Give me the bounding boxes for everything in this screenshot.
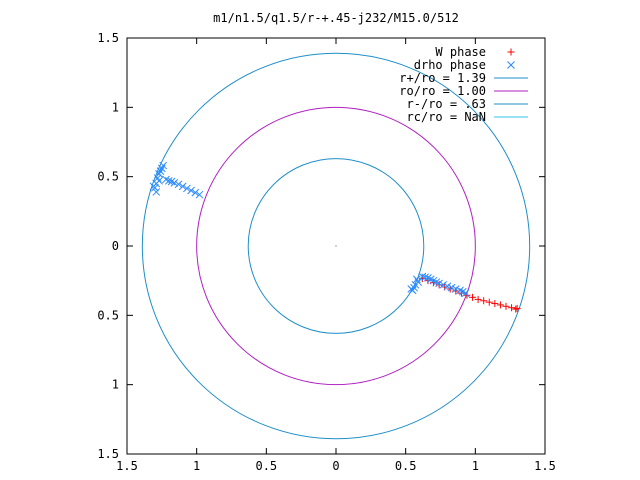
chart-title: m1/n1.5/q1.5/r-+.45-j232/M15.0/512 <box>213 11 459 25</box>
drho-phase-point <box>447 283 456 292</box>
w-phase-point <box>469 293 477 301</box>
drho-phase-point <box>412 275 421 284</box>
drho-phase-point <box>155 176 163 185</box>
drho-phase-point <box>451 285 460 293</box>
legend-marker <box>507 61 515 69</box>
drho-phase-point <box>421 273 430 282</box>
drho-phase-point <box>187 186 195 195</box>
x-tick-label: 0.5 <box>395 459 417 473</box>
legend-marker <box>507 48 515 56</box>
x-tick-label: 1.5 <box>534 459 556 473</box>
legend-label: r+/ro = 1.39 <box>399 71 486 85</box>
w-phase-point <box>485 298 493 306</box>
drho-phase-point <box>461 289 470 298</box>
drho-phase-point <box>178 182 187 191</box>
y-tick-label: 0.5 <box>97 308 119 322</box>
legend-label: drho phase <box>414 58 486 72</box>
w-phase-point <box>480 297 488 305</box>
radius-circle <box>141 52 531 440</box>
drho-phase-point <box>191 188 200 197</box>
drho-phase-point <box>152 188 161 196</box>
drho-phase-point <box>458 287 467 296</box>
legend-label: W phase <box>435 45 486 59</box>
x-tick-label: 0 <box>332 459 339 473</box>
drho-phase-point <box>407 285 416 293</box>
radius-circle <box>196 106 476 386</box>
ticks-layer: 1.5 1 0.5 0 0.5 1 1.51.510.500.511.5 <box>97 31 556 473</box>
y-tick-label: 0.5 <box>97 170 119 184</box>
drho-phase-point <box>183 184 191 193</box>
radius-circle <box>247 158 425 334</box>
w-phase-point <box>512 305 520 313</box>
y-tick-label: 1 <box>112 378 119 392</box>
w-phase-point <box>474 295 482 303</box>
points-layer <box>149 161 521 313</box>
legend-label: r-/ro = .63 <box>407 97 486 111</box>
drho-phase-point <box>162 175 170 184</box>
x-tick-label: 1 <box>193 459 200 473</box>
w-phase-point <box>513 304 521 312</box>
w-phase-point <box>502 302 510 310</box>
drho-phase-point <box>443 282 452 291</box>
y-tick-label: 1.5 <box>97 31 119 45</box>
x-tick-label: 1 <box>472 459 479 473</box>
drho-phase-point <box>435 279 443 288</box>
circles-layer <box>141 52 531 440</box>
drho-phase-point <box>195 190 204 199</box>
origin-mark <box>335 245 337 247</box>
legend-label: ro/ro = 1.00 <box>399 84 486 98</box>
drho-phase-point <box>170 179 179 187</box>
w-phase-point <box>496 301 504 309</box>
legend-label: rc/ro = NaN <box>407 110 486 124</box>
y-tick-label: 0 <box>112 239 119 253</box>
x-tick-label: 0.5 <box>255 459 277 473</box>
x-tick-label: 1.5 <box>116 459 138 473</box>
drho-phase-point <box>174 180 183 189</box>
drho-phase-point <box>159 161 168 170</box>
drho-phase-point <box>439 280 448 289</box>
drho-phase-point <box>164 176 173 185</box>
y-tick-label: 1.5 <box>97 447 119 461</box>
w-phase-point <box>508 304 516 312</box>
w-phase-point <box>491 300 499 308</box>
y-tick-label: 1 <box>112 100 119 114</box>
